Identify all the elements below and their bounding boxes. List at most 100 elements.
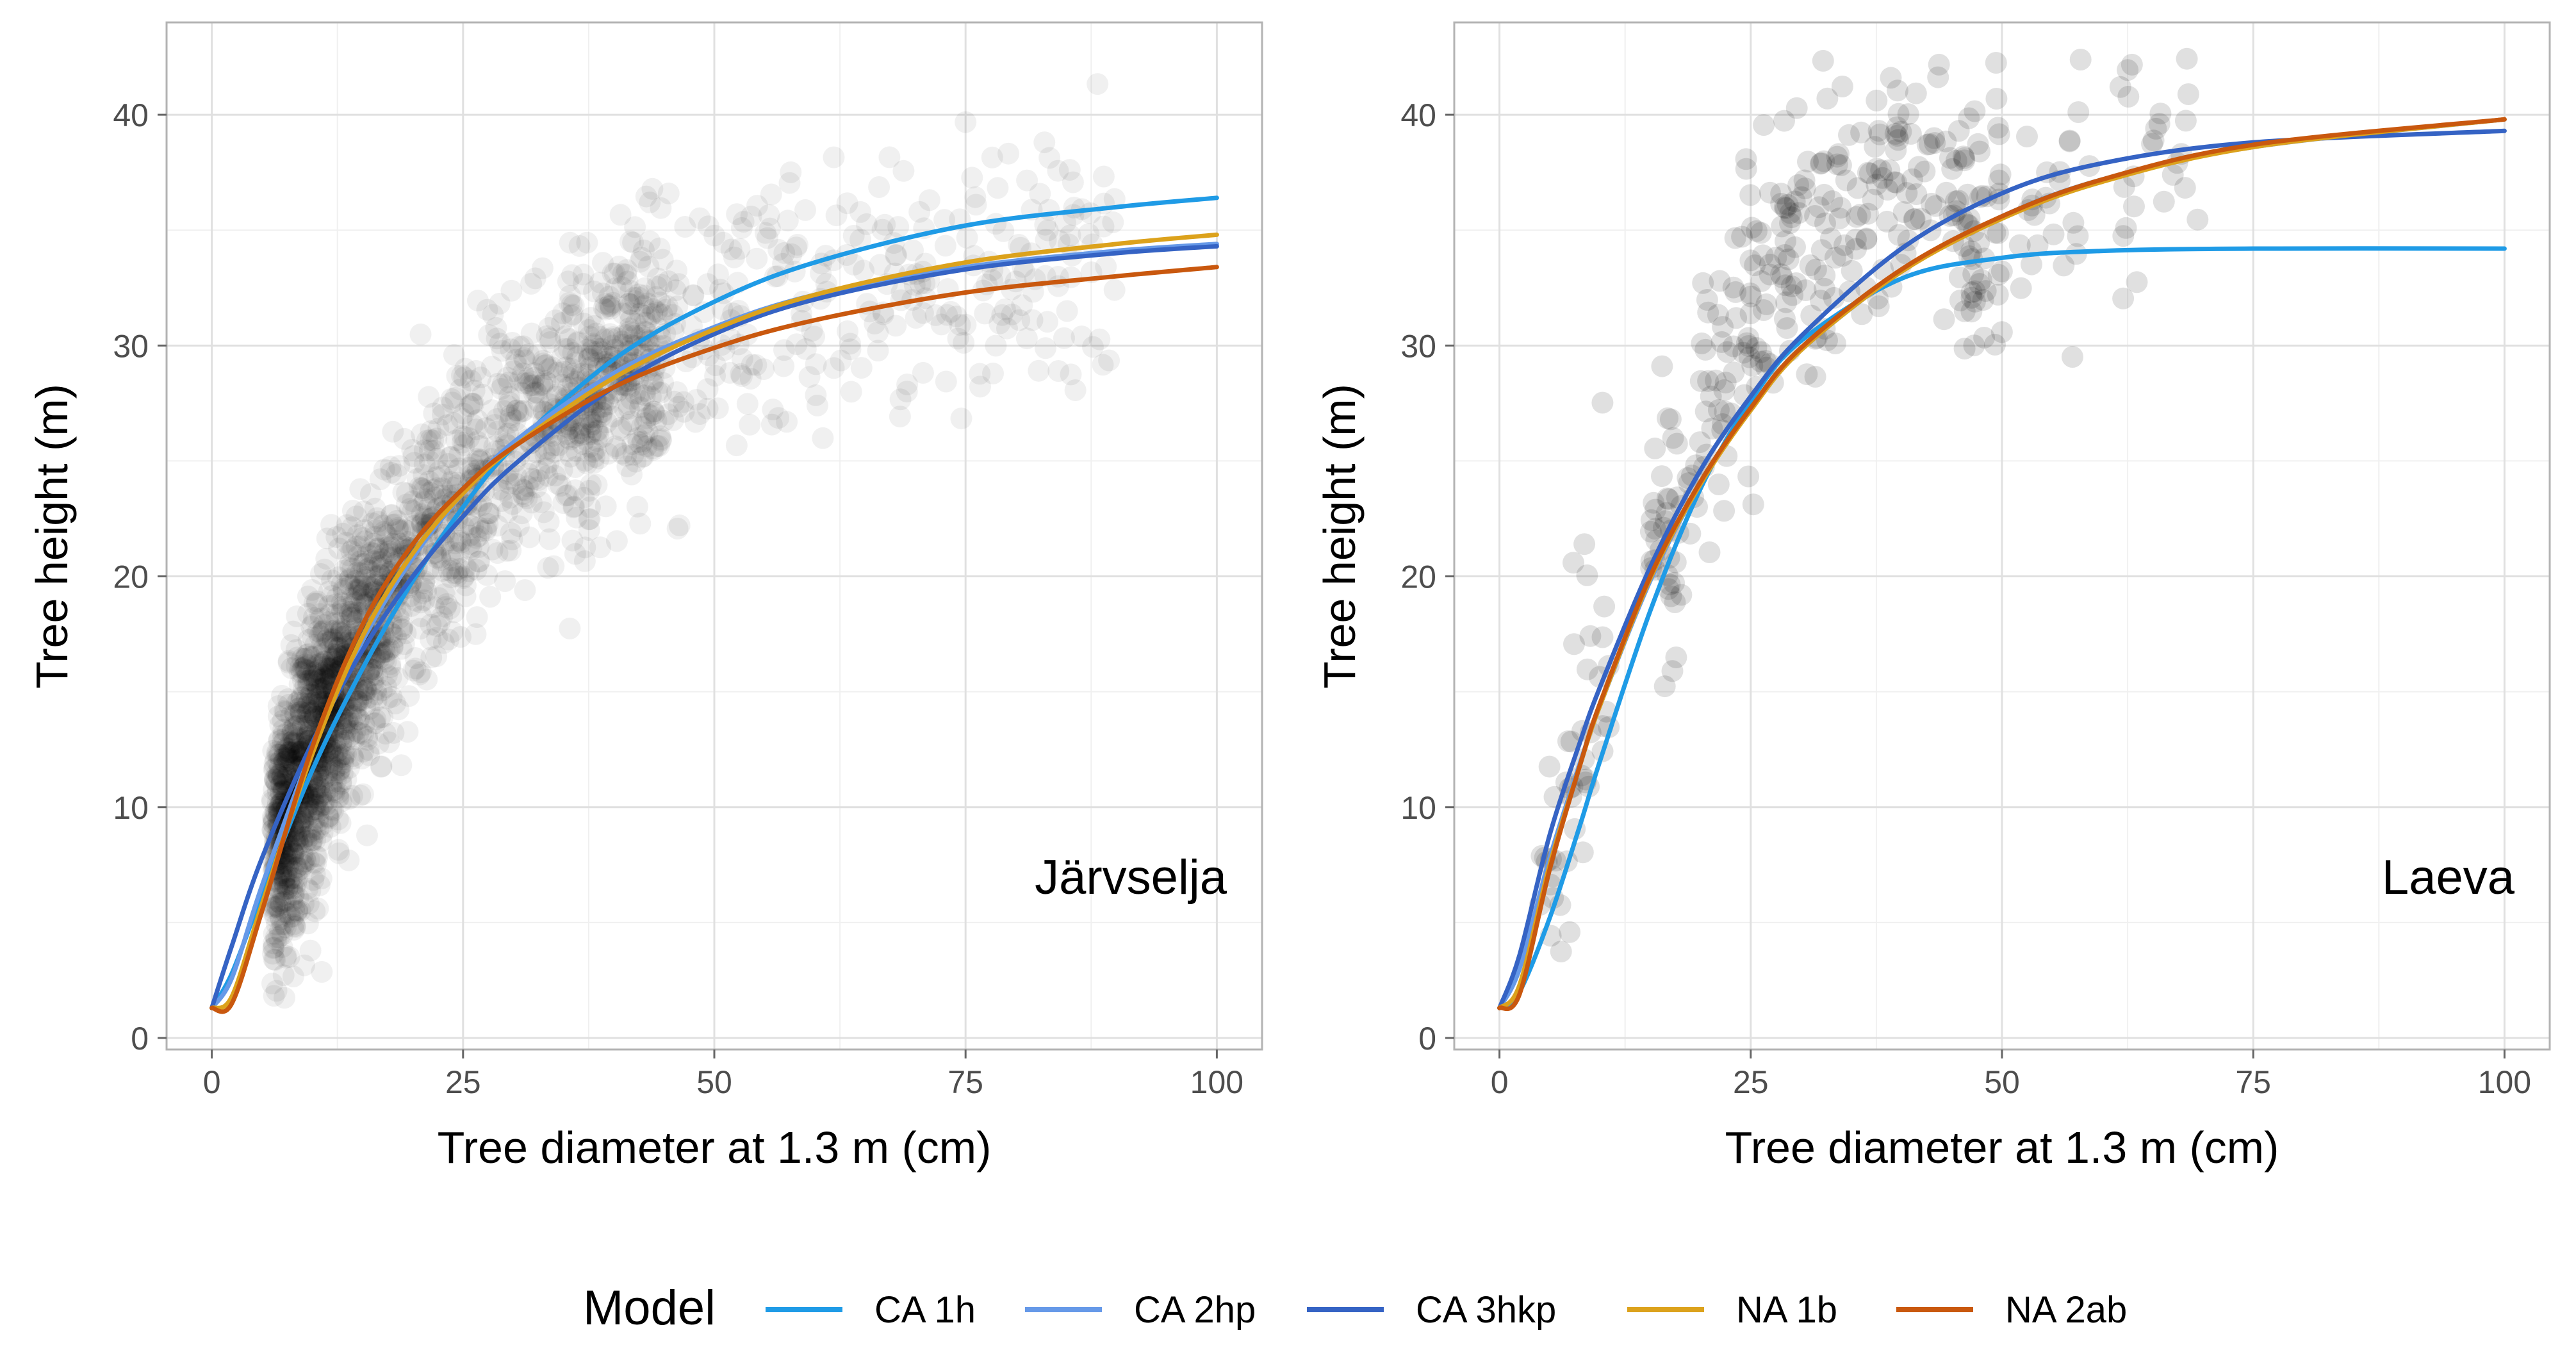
observation-point — [297, 602, 319, 625]
legend-label: CA 1h — [874, 1289, 976, 1331]
observation-point — [557, 484, 579, 506]
observation-point — [494, 570, 516, 592]
observation-point — [562, 303, 584, 325]
observation-point — [328, 612, 350, 634]
observation-point — [276, 748, 299, 771]
panel-label: Laeva — [2382, 850, 2515, 905]
observation-point — [375, 650, 397, 673]
observation-point — [739, 368, 762, 390]
observation-point — [583, 280, 605, 302]
observation-point — [1651, 465, 1673, 488]
observation-point — [1990, 260, 2013, 283]
observation-point — [334, 730, 356, 752]
observation-point — [1092, 165, 1115, 188]
observation-point — [994, 298, 1016, 320]
observation-point — [283, 725, 304, 747]
observation-point — [592, 395, 614, 418]
observation-point — [313, 667, 336, 689]
observation-point — [297, 893, 320, 915]
observation-point — [344, 570, 366, 592]
observation-point — [580, 411, 602, 433]
observation-point — [324, 651, 346, 673]
observation-point — [310, 794, 332, 817]
observation-point — [874, 213, 896, 236]
observation-point — [338, 600, 361, 623]
observation-point — [646, 267, 669, 290]
observation-point — [306, 655, 328, 677]
observation-point — [309, 607, 332, 630]
observation-point — [290, 812, 313, 835]
observation-point — [437, 453, 459, 475]
observation-point — [409, 591, 432, 614]
observation-point — [887, 216, 910, 238]
observation-point — [740, 205, 762, 227]
observation-point — [1725, 307, 1748, 329]
observation-point — [411, 513, 434, 535]
observation-point — [342, 712, 364, 735]
observation-point — [604, 435, 627, 457]
observation-point — [584, 446, 606, 468]
observation-point — [550, 475, 572, 497]
observation-point — [559, 284, 581, 307]
observation-point — [1559, 921, 1581, 943]
observation-point — [525, 476, 548, 498]
observation-point — [458, 560, 480, 582]
observation-point — [555, 356, 577, 379]
observation-point — [308, 662, 330, 684]
observation-point — [1538, 755, 1561, 778]
observation-point — [382, 721, 405, 744]
observation-point — [265, 771, 288, 794]
observation-point — [325, 648, 348, 670]
observation-point — [562, 295, 585, 317]
observation-point — [311, 821, 334, 844]
observation-point — [636, 407, 657, 429]
observation-point — [289, 703, 311, 725]
observation-point — [594, 293, 616, 315]
observation-point — [1059, 224, 1081, 247]
observation-point — [619, 280, 642, 302]
observation-point — [758, 204, 780, 226]
observation-point — [338, 553, 361, 575]
observation-point — [1092, 354, 1114, 376]
observation-point — [440, 557, 463, 580]
observation-point — [388, 455, 411, 477]
observation-point — [372, 514, 395, 537]
observation-point — [557, 366, 579, 388]
observation-point — [459, 524, 481, 547]
observation-point — [379, 656, 402, 679]
observation-point — [730, 217, 753, 239]
observation-point — [500, 338, 522, 361]
observation-point — [294, 673, 316, 695]
observation-point — [605, 437, 628, 459]
observation-point — [338, 573, 360, 596]
observation-point — [534, 354, 556, 377]
observation-point — [321, 744, 343, 766]
observation-point — [293, 853, 315, 876]
observation-point — [885, 244, 908, 267]
observation-point — [324, 619, 346, 641]
observation-point — [413, 464, 435, 486]
observation-point — [272, 891, 295, 913]
observation-point — [1013, 261, 1036, 283]
observation-point — [281, 841, 304, 862]
observation-point — [425, 645, 448, 668]
observation-point — [538, 528, 561, 550]
observation-point — [595, 495, 617, 518]
observation-point — [591, 338, 613, 360]
observation-point — [573, 313, 595, 334]
observation-point — [864, 313, 886, 334]
observation-point — [404, 647, 427, 669]
observation-point — [287, 860, 309, 882]
observation-point — [290, 718, 313, 740]
observation-point — [612, 324, 635, 346]
observation-point — [1047, 160, 1069, 182]
observation-point — [459, 514, 481, 536]
observation-point — [627, 427, 649, 449]
observation-point — [1953, 338, 1976, 360]
observation-point — [270, 773, 293, 795]
observation-point — [379, 534, 401, 557]
observation-point — [626, 495, 648, 518]
observation-point — [274, 889, 297, 912]
observation-point — [780, 161, 802, 183]
observation-point — [598, 393, 620, 415]
